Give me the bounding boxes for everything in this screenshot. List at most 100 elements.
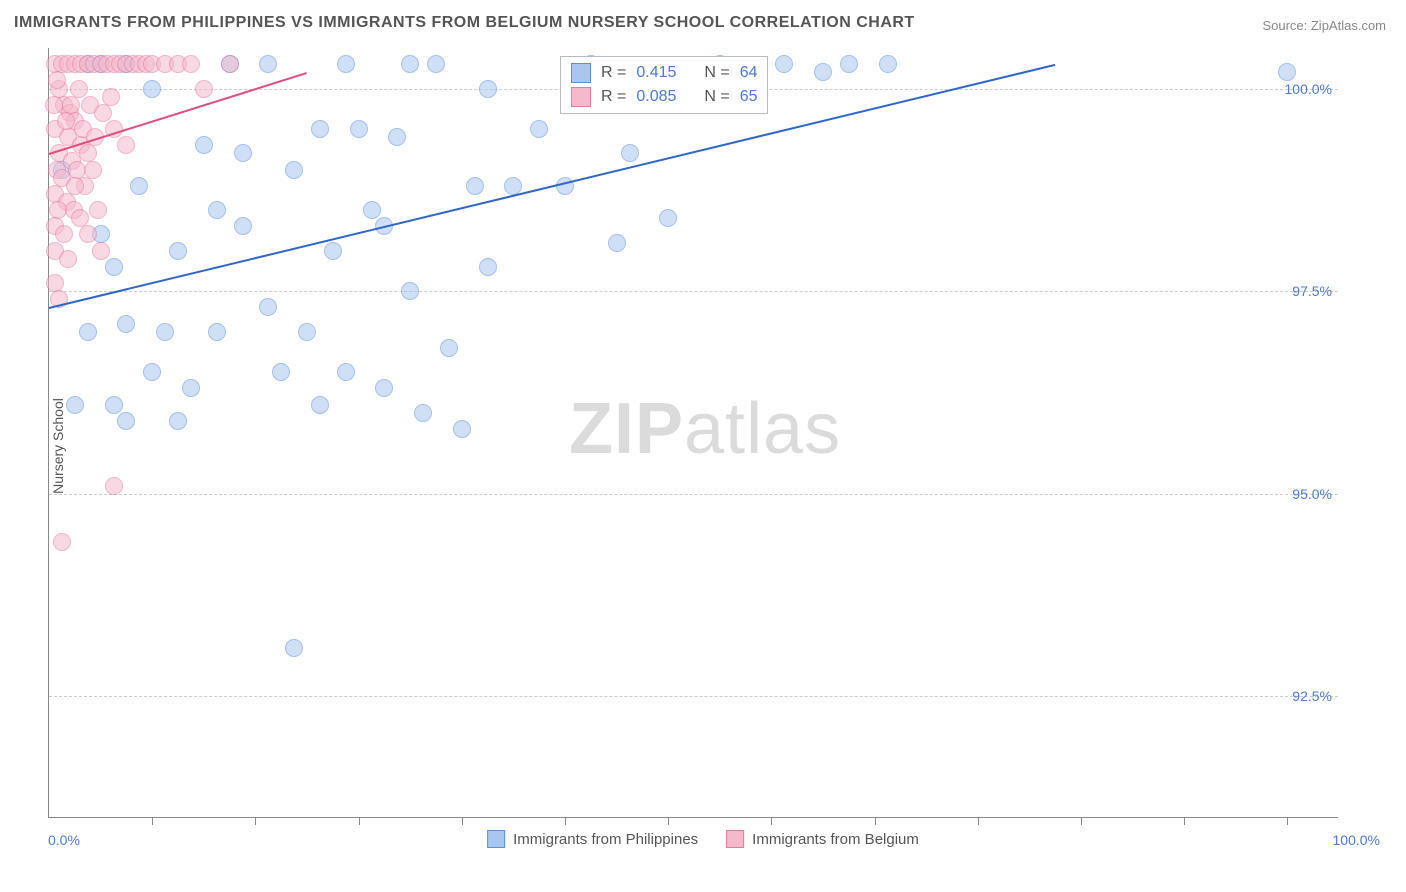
- legend-label: Immigrants from Belgium: [752, 831, 919, 848]
- trend-line: [49, 64, 1056, 309]
- x-tick: [462, 817, 463, 825]
- scatter-point: [324, 242, 342, 260]
- legend-item: Immigrants from Philippines: [487, 830, 698, 848]
- scatter-point: [143, 363, 161, 381]
- scatter-point: [182, 379, 200, 397]
- legend-item: Immigrants from Belgium: [726, 830, 919, 848]
- scatter-point: [234, 144, 252, 162]
- scatter-point: [105, 396, 123, 414]
- chart-title: IMMIGRANTS FROM PHILIPPINES VS IMMIGRANT…: [14, 14, 915, 32]
- scatter-point: [195, 80, 213, 98]
- scatter-point: [79, 225, 97, 243]
- x-tick: [255, 817, 256, 825]
- scatter-point: [45, 96, 63, 114]
- source-attribution: Source: ZipAtlas.com: [1262, 18, 1386, 33]
- legend-label: Immigrants from Philippines: [513, 831, 698, 848]
- scatter-point: [48, 71, 66, 89]
- scatter-point: [143, 80, 161, 98]
- scatter-point: [530, 120, 548, 138]
- x-tick: [1184, 817, 1185, 825]
- scatter-point: [208, 201, 226, 219]
- scatter-point: [608, 234, 626, 252]
- series-swatch: [571, 63, 591, 83]
- scatter-point: [84, 161, 102, 179]
- x-axis-min-label: 0.0%: [48, 832, 80, 848]
- scatter-point: [285, 639, 303, 657]
- scatter-point: [89, 201, 107, 219]
- scatter-point: [59, 250, 77, 268]
- scatter-point: [195, 136, 213, 154]
- scatter-point: [479, 258, 497, 276]
- scatter-point: [375, 379, 393, 397]
- scatter-point: [105, 477, 123, 495]
- grid-line: [49, 696, 1338, 697]
- scatter-point: [117, 136, 135, 154]
- scatter-point: [57, 112, 75, 130]
- x-tick: [771, 817, 772, 825]
- scatter-point: [363, 201, 381, 219]
- scatter-point: [234, 217, 252, 235]
- n-value: 65: [740, 88, 758, 106]
- grid-line: [49, 494, 1338, 495]
- scatter-point: [401, 55, 419, 73]
- scatter-point: [427, 55, 445, 73]
- y-tick-label: 95.0%: [1292, 486, 1332, 502]
- scatter-point: [879, 55, 897, 73]
- scatter-point: [94, 104, 112, 122]
- scatter-point: [102, 88, 120, 106]
- scatter-point: [259, 298, 277, 316]
- scatter-point: [466, 177, 484, 195]
- r-value: 0.415: [636, 64, 688, 82]
- x-tick: [978, 817, 979, 825]
- y-tick-label: 92.5%: [1292, 688, 1332, 704]
- x-tick: [565, 817, 566, 825]
- scatter-point: [130, 177, 148, 195]
- stats-row: R =0.085N =65: [571, 85, 757, 109]
- correlation-stats-box: R =0.415N =64R =0.085N =65: [560, 56, 768, 114]
- scatter-point: [453, 420, 471, 438]
- scatter-point: [621, 144, 639, 162]
- scatter-point: [79, 323, 97, 341]
- scatter-point: [46, 274, 64, 292]
- x-axis-max-label: 100.0%: [1333, 832, 1380, 848]
- scatter-point: [66, 177, 84, 195]
- scatter-point: [208, 323, 226, 341]
- watermark-rest: atlas: [684, 389, 841, 469]
- scatter-point: [414, 404, 432, 422]
- scatter-point: [840, 55, 858, 73]
- scatter-point: [311, 120, 329, 138]
- scatter-point: [117, 315, 135, 333]
- grid-line: [49, 291, 1338, 292]
- trend-line: [49, 72, 308, 155]
- r-label: R =: [601, 64, 626, 82]
- scatter-point: [298, 323, 316, 341]
- scatter-point: [311, 396, 329, 414]
- scatter-point: [156, 323, 174, 341]
- bottom-legend: Immigrants from Philippines Immigrants fr…: [487, 830, 919, 848]
- x-tick: [1287, 817, 1288, 825]
- scatter-point: [105, 258, 123, 276]
- scatter-point: [169, 412, 187, 430]
- series-swatch: [571, 87, 591, 107]
- scatter-point: [337, 363, 355, 381]
- scatter-point: [55, 225, 73, 243]
- scatter-point: [66, 396, 84, 414]
- scatter-point: [221, 55, 239, 73]
- x-tick: [1081, 817, 1082, 825]
- r-label: R =: [601, 88, 626, 106]
- stats-row: R =0.415N =64: [571, 61, 757, 85]
- scatter-point: [388, 128, 406, 146]
- watermark-bold: ZIP: [569, 389, 684, 469]
- scatter-point: [350, 120, 368, 138]
- plot-area: ZIPatlas 92.5%95.0%97.5%100.0%: [48, 48, 1338, 818]
- scatter-point: [53, 533, 71, 551]
- legend-swatch: [726, 830, 744, 848]
- scatter-point: [117, 412, 135, 430]
- y-tick-label: 100.0%: [1285, 81, 1332, 97]
- scatter-point: [1278, 63, 1296, 81]
- scatter-point: [401, 282, 419, 300]
- scatter-point: [814, 63, 832, 81]
- scatter-point: [182, 55, 200, 73]
- scatter-point: [775, 55, 793, 73]
- x-tick: [152, 817, 153, 825]
